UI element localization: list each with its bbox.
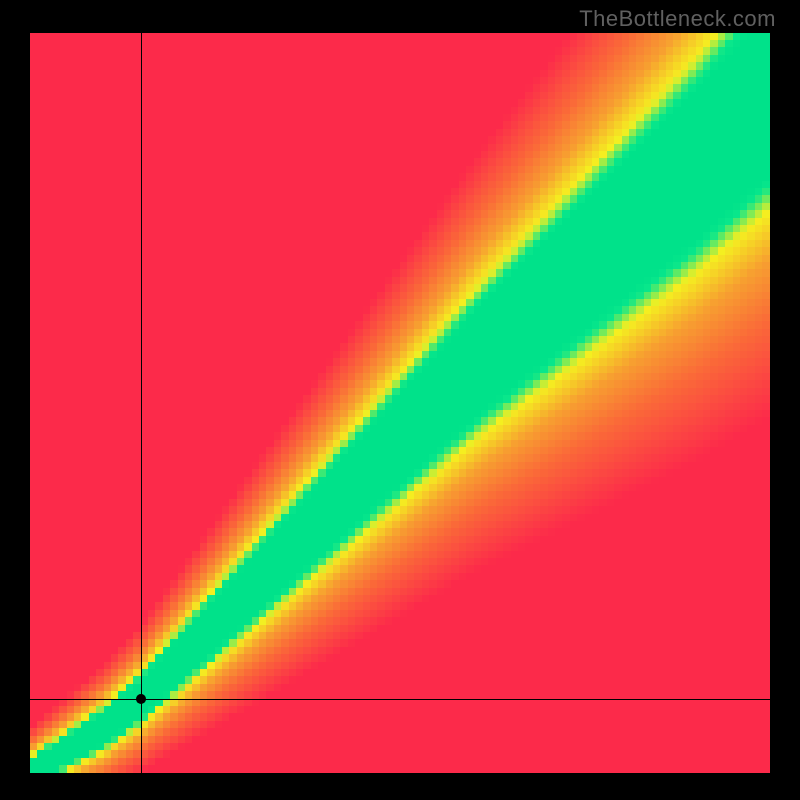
watermark-text: TheBottleneck.com [579,6,776,32]
bottleneck-heatmap [30,33,770,773]
chart-container: { "watermark": "TheBottleneck.com", "hea… [0,0,800,800]
